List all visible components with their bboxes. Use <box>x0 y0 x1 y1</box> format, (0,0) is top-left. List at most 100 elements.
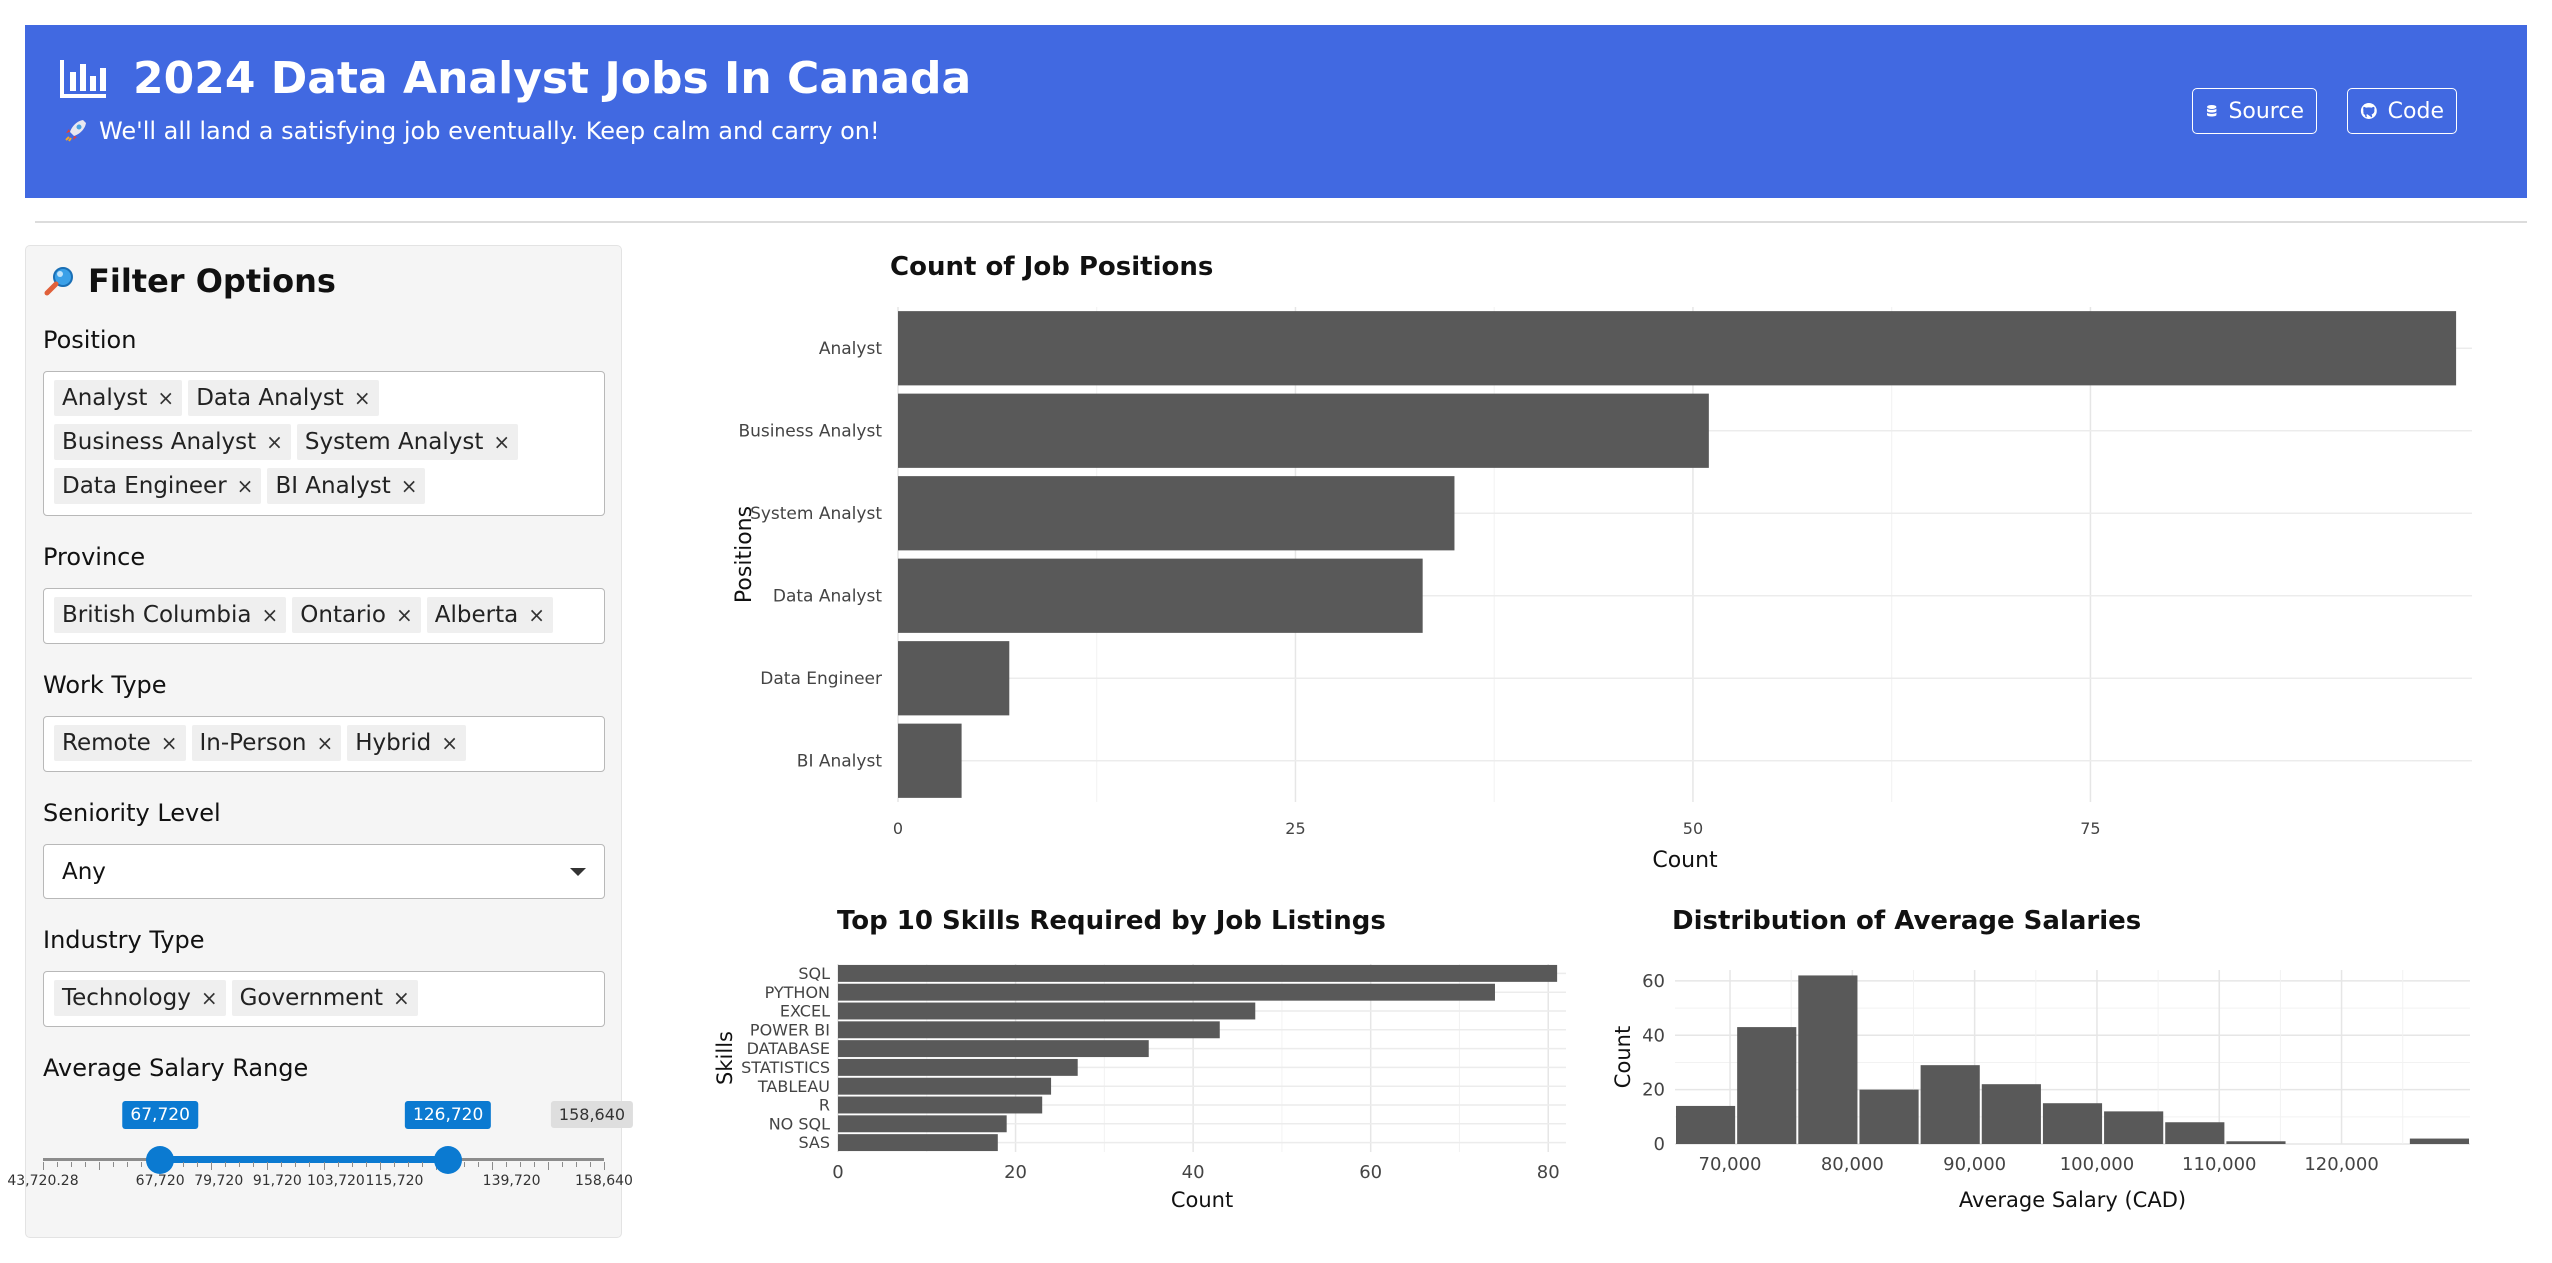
slider-max-handle[interactable] <box>434 1146 463 1174</box>
industry-chip[interactable]: Government × <box>231 980 418 1016</box>
remove-chip-icon[interactable]: × <box>200 986 218 1010</box>
y-axis-label: Skills <box>713 1031 737 1085</box>
remove-chip-icon[interactable]: × <box>528 603 545 627</box>
x-tick-label: 20 <box>1004 1162 1027 1183</box>
slider-min-handle[interactable] <box>146 1146 175 1174</box>
x-tick-label: 70,000 <box>1699 1154 1762 1175</box>
worktype-chip[interactable]: Hybrid × <box>347 725 466 761</box>
y-tick-label: 20 <box>1642 1080 1665 1101</box>
remove-chip-icon[interactable]: × <box>266 430 283 454</box>
slider-tick <box>463 1162 465 1167</box>
x-axis-label: Count <box>1652 848 1718 873</box>
slider-tick <box>589 1162 591 1167</box>
slider-tick <box>477 1162 479 1167</box>
bar <box>838 983 1495 1001</box>
province-chip[interactable]: British Columbia × <box>54 597 287 633</box>
category-label: R <box>819 1096 830 1115</box>
bar <box>838 1115 1007 1133</box>
salary-range-slider[interactable]: 43,720.28 67,720 79,720 91,720 103,720 115,72… <box>7 1101 634 1211</box>
remove-chip-icon[interactable]: × <box>261 603 279 627</box>
province-chip[interactable]: Alberta × <box>426 597 553 633</box>
histogram-bar <box>2165 1122 2225 1144</box>
y-tick-label: 60 <box>1642 971 1665 992</box>
code-label: Code <box>2387 98 2444 124</box>
slider-tick <box>323 1162 325 1170</box>
bar <box>838 1077 1052 1095</box>
source-label: Source <box>2228 98 2304 124</box>
seniority-value: Any <box>62 858 106 885</box>
industry-select[interactable]: Technology × Government × <box>43 971 605 1027</box>
chart-title: Count of Job Positions <box>890 252 1213 282</box>
salary-histogram: Distribution of Average Salaries 0 20 40 60 7… <box>1611 906 2470 1212</box>
slider-max-value: 158,640 <box>550 1101 634 1128</box>
x-axis-label: Average Salary (CAD) <box>1959 1188 2186 1212</box>
remove-chip-icon[interactable]: × <box>236 474 254 498</box>
slider-tick <box>127 1162 129 1167</box>
worktype-select[interactable]: Remote × In-Person × Hybrid × <box>43 716 605 772</box>
position-chip[interactable]: Analyst × <box>54 380 183 416</box>
bar <box>898 393 1709 468</box>
position-chip[interactable]: BI Analyst × <box>267 468 426 504</box>
slider-tick-label: 158,640 <box>575 1173 633 1189</box>
filter-title-text: Filter Options <box>88 262 336 300</box>
magnifier-icon <box>44 267 73 296</box>
slider-tick <box>407 1162 409 1167</box>
bar <box>838 964 1558 982</box>
x-tick-label: 50 <box>1683 819 1703 838</box>
slider-tick <box>604 1162 605 1170</box>
slider-tick <box>197 1162 199 1167</box>
slider-tick-label: 103,720 <box>306 1173 365 1189</box>
bar-chart-icon <box>60 60 106 98</box>
position-select[interactable]: Analyst × Data Analyst × Business Analyst × Sy… <box>43 371 605 516</box>
source-button[interactable]: Source <box>2192 88 2317 134</box>
remove-chip-icon[interactable]: × <box>393 986 410 1010</box>
histogram-bar <box>1859 1089 1919 1144</box>
worktype-chip[interactable]: Remote × <box>54 725 186 761</box>
x-tick-label: 40 <box>1182 1162 1205 1183</box>
histogram-bar <box>1981 1084 2041 1144</box>
province-select[interactable]: British Columbia × Ontario × Alberta × <box>43 588 605 644</box>
remove-chip-icon[interactable]: × <box>353 386 371 410</box>
header-divider <box>35 221 2527 223</box>
worktype-chip[interactable]: In-Person × <box>191 725 342 761</box>
category-label: System Analyst <box>750 504 882 524</box>
slider-tick <box>141 1162 143 1167</box>
seniority-dropdown[interactable]: Any <box>43 844 605 899</box>
page-title: 2024 Data Analyst Jobs In Canada <box>133 53 972 104</box>
slider-tick <box>57 1162 59 1167</box>
remove-chip-icon[interactable]: × <box>157 386 175 410</box>
industry-chip[interactable]: Technology × <box>54 980 226 1016</box>
position-chip[interactable]: Business Analyst × <box>54 424 291 460</box>
slider-low-value: 67,720 <box>122 1101 198 1129</box>
bar <box>898 476 1455 551</box>
category-label: TABLEAU <box>757 1077 830 1096</box>
remove-chip-icon[interactable]: × <box>441 731 458 755</box>
chip-label: Analyst <box>62 385 148 411</box>
position-chip[interactable]: Data Engineer × <box>54 468 262 504</box>
remove-chip-icon[interactable]: × <box>316 731 334 755</box>
github-icon <box>2360 103 2377 119</box>
remove-chip-icon[interactable]: × <box>160 731 178 755</box>
position-chip[interactable]: Data Analyst × <box>188 380 379 416</box>
province-label: Province <box>43 543 146 571</box>
histogram-bar <box>2409 1138 2469 1144</box>
x-tick-label: 75 <box>2080 819 2100 838</box>
page-subtitle: We'll all land a satisfying job eventual… <box>63 117 880 145</box>
y-tick-label: 40 <box>1642 1025 1665 1046</box>
category-label: BI Analyst <box>797 752 883 772</box>
code-button[interactable]: Code <box>2347 88 2457 134</box>
slider-tick <box>365 1162 367 1167</box>
histogram-bar <box>2104 1111 2164 1144</box>
slider-tick <box>295 1162 297 1167</box>
province-chip[interactable]: Ontario × <box>292 597 421 633</box>
x-tick-label: 80 <box>1537 1162 1560 1183</box>
category-label: Analyst <box>819 339 882 359</box>
remove-chip-icon[interactable]: × <box>395 603 413 627</box>
remove-chip-icon[interactable]: × <box>493 430 511 454</box>
x-tick-label: 90,000 <box>1943 1154 2006 1175</box>
category-label: EXCEL <box>780 1002 830 1021</box>
bar <box>838 1002 1256 1020</box>
category-label: NO SQL <box>769 1114 830 1133</box>
remove-chip-icon[interactable]: × <box>400 474 418 498</box>
position-chip[interactable]: System Analyst × <box>296 424 519 460</box>
